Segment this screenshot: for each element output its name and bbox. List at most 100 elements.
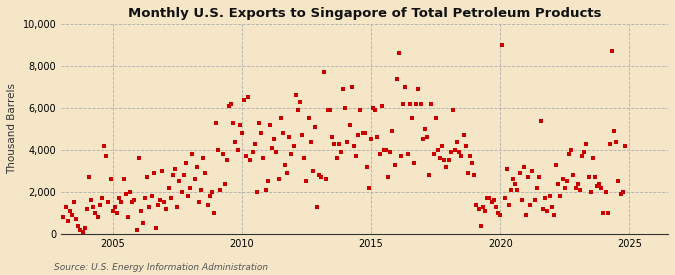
Point: [450, 148, 460, 152]
Point: [428, 152, 439, 156]
Point: [389, 163, 400, 167]
Point: [321, 177, 331, 182]
Point: [275, 116, 286, 121]
Point: [432, 148, 443, 152]
Point: [80, 226, 90, 230]
Point: [340, 106, 350, 110]
Point: [598, 211, 609, 215]
Point: [62, 219, 73, 224]
Point: [301, 179, 312, 184]
Point: [172, 204, 183, 209]
Point: [381, 148, 392, 152]
Point: [572, 181, 583, 186]
Point: [574, 188, 585, 192]
Point: [385, 150, 396, 154]
Point: [288, 144, 299, 148]
Point: [558, 177, 568, 182]
Point: [522, 175, 533, 179]
Point: [547, 204, 558, 209]
Point: [95, 202, 105, 207]
Point: [230, 139, 241, 144]
Point: [261, 188, 271, 192]
Point: [58, 215, 69, 219]
Point: [263, 179, 273, 184]
Point: [82, 207, 92, 211]
Point: [170, 167, 181, 171]
Point: [183, 194, 194, 198]
Point: [353, 133, 364, 138]
Point: [228, 120, 239, 125]
Point: [193, 200, 204, 205]
Point: [176, 190, 187, 194]
Point: [439, 158, 450, 163]
Point: [209, 211, 219, 215]
Point: [609, 129, 620, 133]
Point: [189, 177, 200, 182]
Point: [60, 204, 71, 209]
Point: [88, 204, 99, 209]
Point: [223, 104, 234, 108]
Point: [265, 123, 275, 127]
Point: [430, 116, 441, 121]
Point: [198, 156, 209, 161]
Point: [417, 137, 428, 142]
Point: [502, 167, 512, 171]
Point: [587, 156, 598, 161]
Point: [469, 173, 480, 177]
Point: [497, 43, 508, 47]
Point: [303, 116, 314, 121]
Point: [125, 190, 136, 194]
Point: [506, 188, 516, 192]
Point: [316, 175, 327, 179]
Point: [348, 144, 359, 148]
Point: [366, 137, 377, 142]
Point: [180, 160, 191, 165]
Point: [467, 160, 478, 165]
Point: [191, 164, 202, 169]
Point: [109, 204, 120, 209]
Point: [267, 146, 277, 150]
Point: [153, 202, 163, 207]
Point: [404, 101, 415, 106]
Point: [510, 181, 520, 186]
Point: [594, 181, 605, 186]
Point: [551, 163, 562, 167]
Title: Monthly U.S. Exports to Singapore of Total Petroleum Products: Monthly U.S. Exports to Singapore of Tot…: [128, 7, 601, 20]
Point: [422, 135, 433, 139]
Point: [238, 97, 249, 102]
Point: [387, 129, 398, 133]
Point: [174, 179, 185, 184]
Point: [374, 152, 385, 156]
Point: [215, 188, 226, 192]
Point: [308, 169, 319, 173]
Point: [142, 175, 153, 179]
Point: [350, 154, 361, 158]
Point: [219, 181, 230, 186]
Point: [127, 200, 138, 205]
Point: [279, 163, 290, 167]
Point: [138, 221, 148, 226]
Point: [323, 108, 333, 112]
Point: [236, 131, 247, 135]
Point: [314, 173, 325, 177]
Point: [122, 215, 133, 219]
Point: [120, 192, 131, 196]
Point: [364, 186, 375, 190]
Point: [256, 131, 267, 135]
Point: [131, 227, 142, 232]
Point: [135, 209, 146, 213]
Point: [75, 227, 86, 232]
Point: [495, 213, 506, 217]
Point: [518, 164, 529, 169]
Point: [97, 196, 107, 200]
Point: [112, 211, 123, 215]
Point: [500, 196, 510, 200]
Point: [618, 190, 628, 194]
Point: [114, 196, 125, 200]
Point: [613, 179, 624, 184]
Point: [437, 144, 448, 148]
Point: [435, 156, 446, 161]
Point: [67, 213, 78, 217]
Point: [284, 135, 294, 139]
Point: [329, 141, 340, 146]
